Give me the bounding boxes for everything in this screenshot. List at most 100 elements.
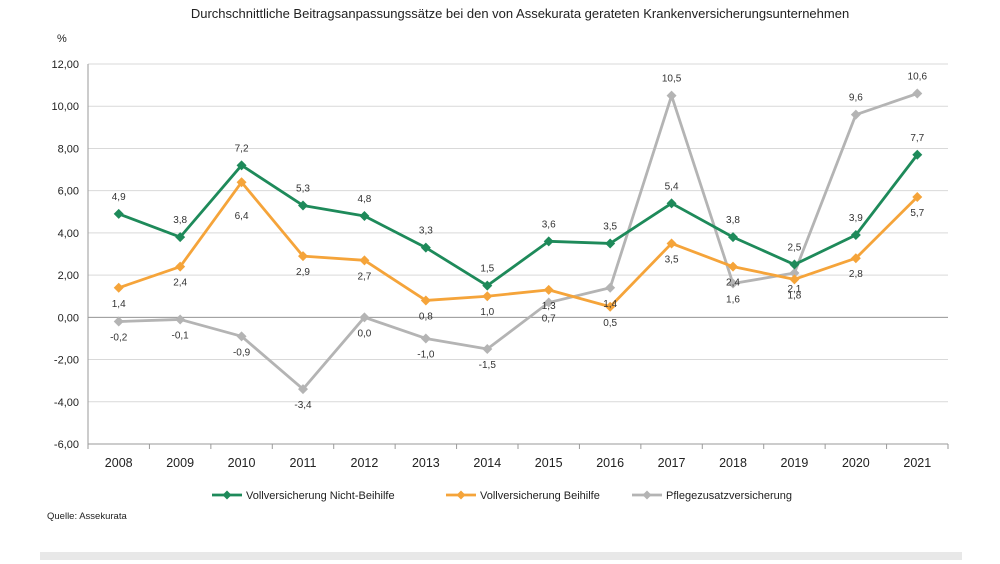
data-point: [789, 274, 800, 285]
data-label: 3,5: [665, 254, 679, 265]
data-label: 7,7: [910, 133, 924, 144]
x-tick-label: 2008: [105, 456, 133, 470]
data-label: 1,0: [480, 307, 494, 318]
data-point: [543, 284, 554, 295]
footer-divider: [40, 552, 962, 560]
data-point: [482, 280, 493, 291]
legend-swatch-marker: [456, 490, 466, 500]
data-point: [850, 109, 861, 120]
x-tick-label: 2013: [412, 456, 440, 470]
data-label: 6,4: [235, 211, 249, 222]
series-layer: [113, 88, 923, 395]
x-tick-label: 2017: [658, 456, 686, 470]
y-tick-label: -4,00: [54, 397, 79, 409]
data-label: -3,4: [294, 400, 312, 411]
data-point: [789, 268, 800, 278]
x-tick-label: 2018: [719, 456, 747, 470]
data-point: [420, 333, 431, 344]
data-label: 10,6: [908, 72, 928, 83]
data-label: -0,2: [110, 333, 128, 344]
legend-swatch-marker: [642, 490, 652, 500]
data-point: [113, 316, 124, 327]
x-tick-label: 2009: [166, 456, 194, 470]
data-label: 2,7: [357, 271, 371, 282]
data-point: [113, 208, 124, 219]
data-label: 0,5: [603, 318, 617, 329]
data-label: 2,9: [296, 267, 310, 278]
data-point: [482, 291, 493, 302]
data-point: [605, 301, 616, 312]
y-tick-label: 8,00: [58, 143, 79, 155]
legend-entry: Vollversicherung Beihilfe: [480, 490, 600, 502]
data-label: 3,3: [419, 226, 433, 237]
x-tick-label: 2014: [473, 456, 501, 470]
data-point: [912, 88, 923, 99]
data-point: [298, 251, 308, 262]
data-label: 3,5: [603, 221, 617, 232]
x-tick-label: 2020: [842, 456, 870, 470]
y-tick-label: -2,00: [54, 355, 79, 367]
data-point: [113, 282, 124, 293]
data-label: -0,1: [172, 330, 190, 341]
data-label: 1,4: [603, 299, 617, 310]
data-label: 4,9: [112, 192, 126, 203]
data-label: 7,2: [235, 143, 249, 154]
data-label: 3,6: [542, 219, 556, 230]
x-tick-label: 2011: [290, 456, 317, 470]
data-point: [605, 282, 616, 293]
data-label: 5,3: [296, 183, 310, 194]
data-point: [789, 259, 800, 270]
legend-swatch-marker: [222, 490, 232, 500]
data-label: 2,4: [726, 278, 740, 289]
data-label: 2,5: [787, 243, 801, 254]
data-label: 4,8: [357, 194, 371, 205]
data-label: 1,8: [787, 290, 801, 301]
data-labels: 4,9 3,8 7,2 5,3 4,8 3,3 1,5 3,6 3,5 5,4 3,8 2,5 3,9 7…: [110, 72, 927, 412]
data-point: [482, 344, 493, 354]
data-point: [728, 278, 738, 289]
data-point: [420, 242, 431, 253]
y-axis-unit-label: %: [57, 33, 67, 45]
x-tick-label: 2012: [351, 456, 379, 470]
x-tick-label: 2021: [903, 456, 931, 470]
data-point: [175, 261, 186, 272]
y-tick-label: 2,00: [58, 270, 79, 282]
data-point: [543, 297, 554, 308]
series-line-1: [118, 180, 919, 309]
data-point: [359, 255, 370, 266]
data-label: 1,4: [112, 299, 126, 310]
series-line-0: [118, 153, 919, 288]
x-tick-label: 2016: [596, 456, 624, 470]
data-point: [850, 253, 861, 264]
data-point: [420, 295, 431, 306]
y-tick-label: 0,00: [58, 312, 79, 324]
data-label: -1,0: [417, 349, 435, 360]
data-label: -0,9: [233, 347, 251, 358]
data-point: [359, 312, 370, 323]
data-point: [666, 238, 677, 249]
data-label: 0,0: [357, 328, 371, 339]
data-label: 5,7: [910, 208, 924, 219]
data-point: [728, 232, 738, 243]
legend-entry: Vollversicherung Nicht-Beihilfe: [246, 490, 395, 502]
data-point: [666, 90, 677, 101]
data-label: 2,4: [173, 278, 187, 289]
data-point: [543, 236, 554, 247]
y-tick-label: 6,00: [58, 186, 79, 198]
data-label: 0,7: [542, 314, 556, 325]
y-tick-label: 4,00: [58, 228, 79, 240]
data-label: -1,5: [479, 360, 497, 371]
x-tick-label: 2015: [535, 456, 563, 470]
chart-title: Durchschnittliche Beitragsanpassungssätz…: [191, 6, 849, 21]
data-label: 1,3: [542, 301, 556, 312]
data-point: [728, 261, 738, 272]
data-label: 1,5: [480, 264, 494, 275]
data-point: [298, 384, 308, 395]
data-point: [850, 230, 861, 240]
axes: 12,00 10,00 8,00 6,00 4,00 2,00 0,00 -2,00 -4,00…: [51, 59, 949, 470]
data-point: [912, 192, 923, 202]
series-line-2: [118, 92, 918, 391]
data-point: [236, 160, 247, 171]
data-label: 3,8: [726, 215, 740, 226]
